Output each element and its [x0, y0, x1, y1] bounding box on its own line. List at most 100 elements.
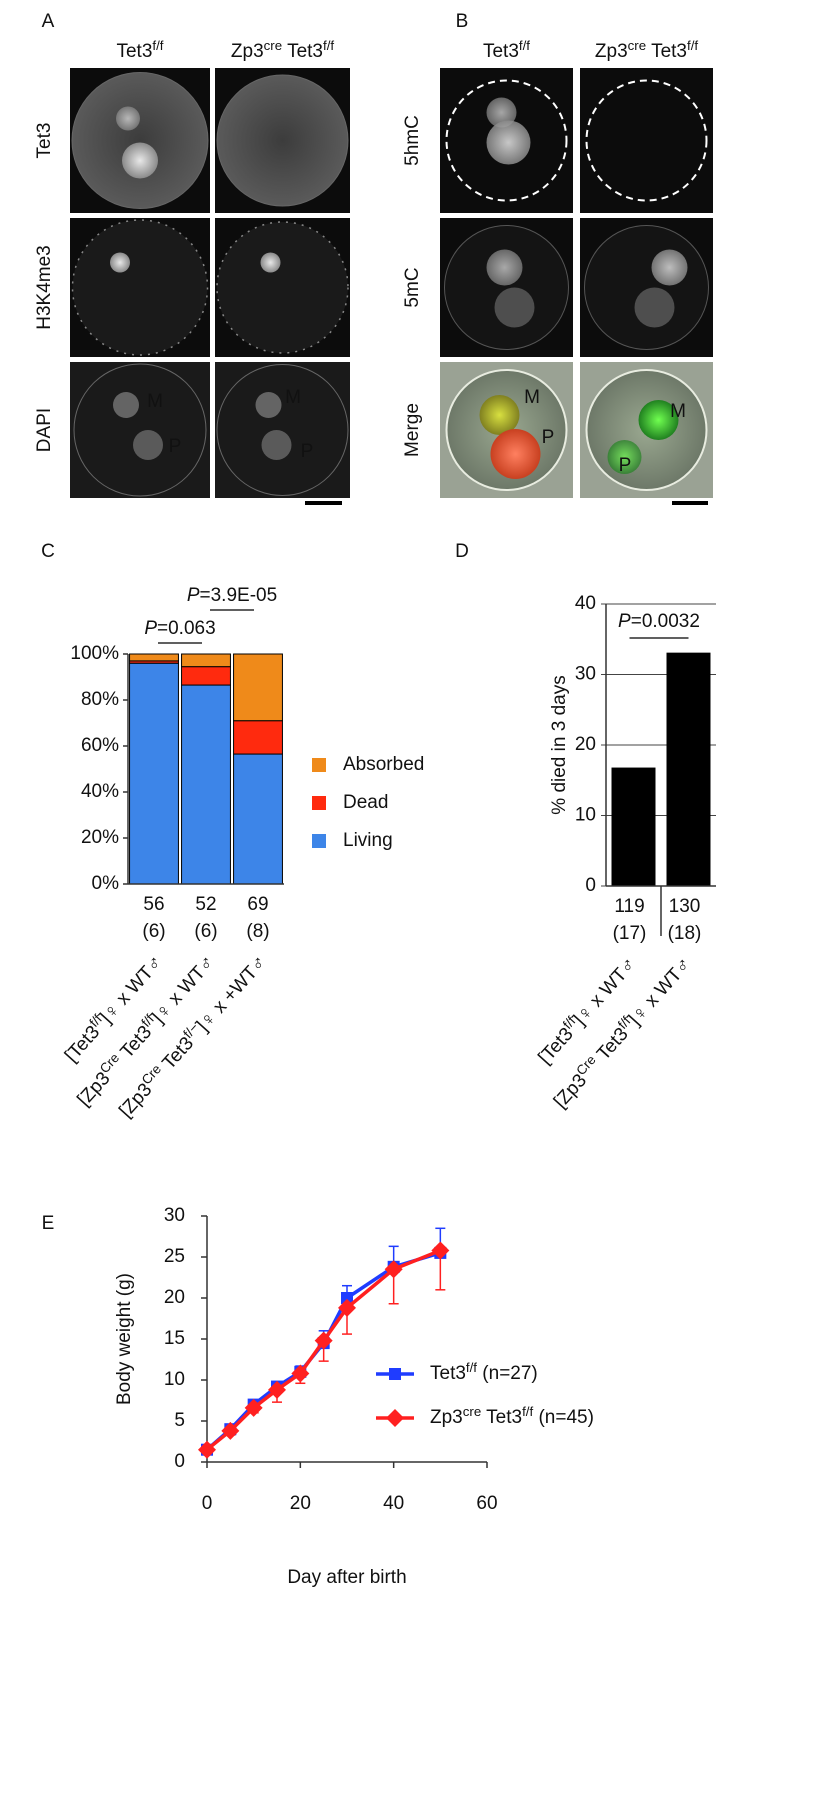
- y-tick-label: 60%: [81, 735, 119, 756]
- marker: [384, 1260, 403, 1279]
- oocyte: [216, 74, 349, 207]
- annotation-rest: =3.9E-05: [200, 585, 278, 606]
- nucleus: [261, 430, 292, 460]
- x-tick-label: 60: [476, 1493, 497, 1514]
- annotation: P=3.9E-05: [187, 585, 277, 606]
- y-tick-label: 0%: [92, 873, 120, 894]
- nucleus: [113, 392, 139, 418]
- category-label: 130: [669, 896, 701, 917]
- bar-segment: [181, 684, 231, 885]
- marker: [244, 1398, 263, 1417]
- marker: [198, 1440, 216, 1459]
- y-tick-label: 30: [164, 1205, 185, 1226]
- y-tick-label: 40%: [81, 781, 119, 802]
- legend-label-part: (n=45): [533, 1407, 594, 1428]
- marker: [291, 1364, 310, 1383]
- column-label-part: Tet3: [282, 41, 323, 62]
- panel-label: B: [456, 11, 469, 32]
- nucleus: [110, 252, 130, 273]
- bar-segment: [181, 653, 231, 668]
- nucleus: [651, 249, 688, 286]
- x-tick-label: 0: [202, 1493, 213, 1514]
- annotation-rest: =0.0032: [631, 611, 700, 632]
- annotation-italic: P: [187, 585, 200, 606]
- y-tick-label: 100%: [70, 643, 119, 664]
- y-tick-label: 10: [575, 805, 596, 826]
- category-label: (18): [668, 923, 702, 944]
- nucleus: [486, 249, 523, 286]
- nucleus-label: P: [542, 427, 555, 448]
- y-axis-label: Body weight (g): [114, 1273, 135, 1405]
- y-tick-label: 5: [174, 1410, 185, 1431]
- row-label: DAPI: [34, 408, 55, 452]
- nucleus: [133, 430, 163, 460]
- row-label: 5mC: [402, 267, 423, 307]
- column-label: Tet3f/f: [483, 38, 530, 62]
- legend-label-part: cre: [463, 1404, 481, 1419]
- y-tick-label: 0: [174, 1451, 185, 1472]
- bar: [666, 652, 711, 886]
- nucleus: [260, 252, 281, 273]
- y-tick-label: 20: [164, 1287, 185, 1308]
- x-tick-label: 40: [383, 1493, 404, 1514]
- column-label: Zp3cre Tet3f/f: [231, 38, 334, 62]
- legend-label-part: Tet3: [430, 1363, 466, 1384]
- column-label-part: Zp3: [595, 41, 628, 62]
- legend-label: Dead: [343, 792, 388, 813]
- panel-label: D: [455, 541, 469, 562]
- x-axis-label: Day after birth: [287, 1567, 406, 1588]
- bar-segment: [233, 653, 283, 722]
- nucleus: [638, 400, 679, 440]
- y-tick-label: 30: [575, 664, 596, 685]
- marker: [314, 1331, 333, 1350]
- annotation-italic: P: [618, 611, 631, 632]
- category-label: 56: [143, 894, 164, 915]
- marker: [221, 1421, 240, 1440]
- legend-label: Absorbed: [343, 754, 424, 775]
- category-label: 119: [614, 896, 644, 917]
- row-label: Merge: [402, 403, 423, 457]
- row-label: H3K4me3: [34, 245, 55, 330]
- oocyte: [216, 364, 349, 496]
- marker: [268, 1380, 286, 1399]
- legend-marker: [389, 1368, 401, 1380]
- panel-label: C: [41, 541, 55, 562]
- legend-swatch: [312, 834, 326, 848]
- column-label-part: cre: [628, 38, 646, 53]
- micrograph: [580, 68, 713, 213]
- nucleus: [255, 392, 282, 418]
- column-label-part: f/f: [152, 38, 163, 53]
- nucleus: [479, 395, 520, 435]
- nucleus-label: M: [285, 387, 301, 408]
- y-axis-label: % died in 3 days: [549, 675, 570, 814]
- nucleus: [486, 120, 531, 165]
- y-tick-label: 80%: [81, 689, 119, 710]
- y-tick-label: 25: [164, 1246, 185, 1267]
- category-label: 52: [195, 894, 216, 915]
- legend-label-part: f/f: [522, 1404, 533, 1419]
- zona-outline: [445, 79, 568, 202]
- oocyte: [71, 72, 209, 209]
- column-label-part: f/f: [323, 38, 334, 53]
- annotation-rest: =0.063: [157, 618, 216, 639]
- oocyte: [216, 221, 349, 354]
- annotation-italic: P: [144, 618, 157, 639]
- y-tick-label: 10: [164, 1369, 185, 1390]
- legend-label-part: Tet3: [481, 1407, 522, 1428]
- nucleus-label: P: [301, 441, 314, 462]
- panel-label: A: [42, 11, 55, 32]
- nucleus: [634, 287, 675, 328]
- nucleus: [122, 142, 158, 179]
- marker: [341, 1292, 353, 1304]
- column-label-part: Tet3: [116, 41, 152, 62]
- legend-label: Zp3cre Tet3f/f (n=45): [430, 1404, 594, 1428]
- category-label: (6): [142, 921, 165, 942]
- y-tick-label: 15: [164, 1328, 185, 1349]
- oocyte: [584, 225, 709, 350]
- nucleus-label: P: [169, 436, 182, 457]
- bar-segment: [233, 720, 283, 755]
- column-label-part: Tet3: [646, 41, 687, 62]
- panel-label: E: [42, 1213, 55, 1234]
- nucleus: [607, 440, 642, 474]
